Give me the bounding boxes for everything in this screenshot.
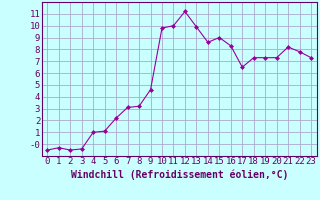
- X-axis label: Windchill (Refroidissement éolien,°C): Windchill (Refroidissement éolien,°C): [70, 169, 288, 180]
